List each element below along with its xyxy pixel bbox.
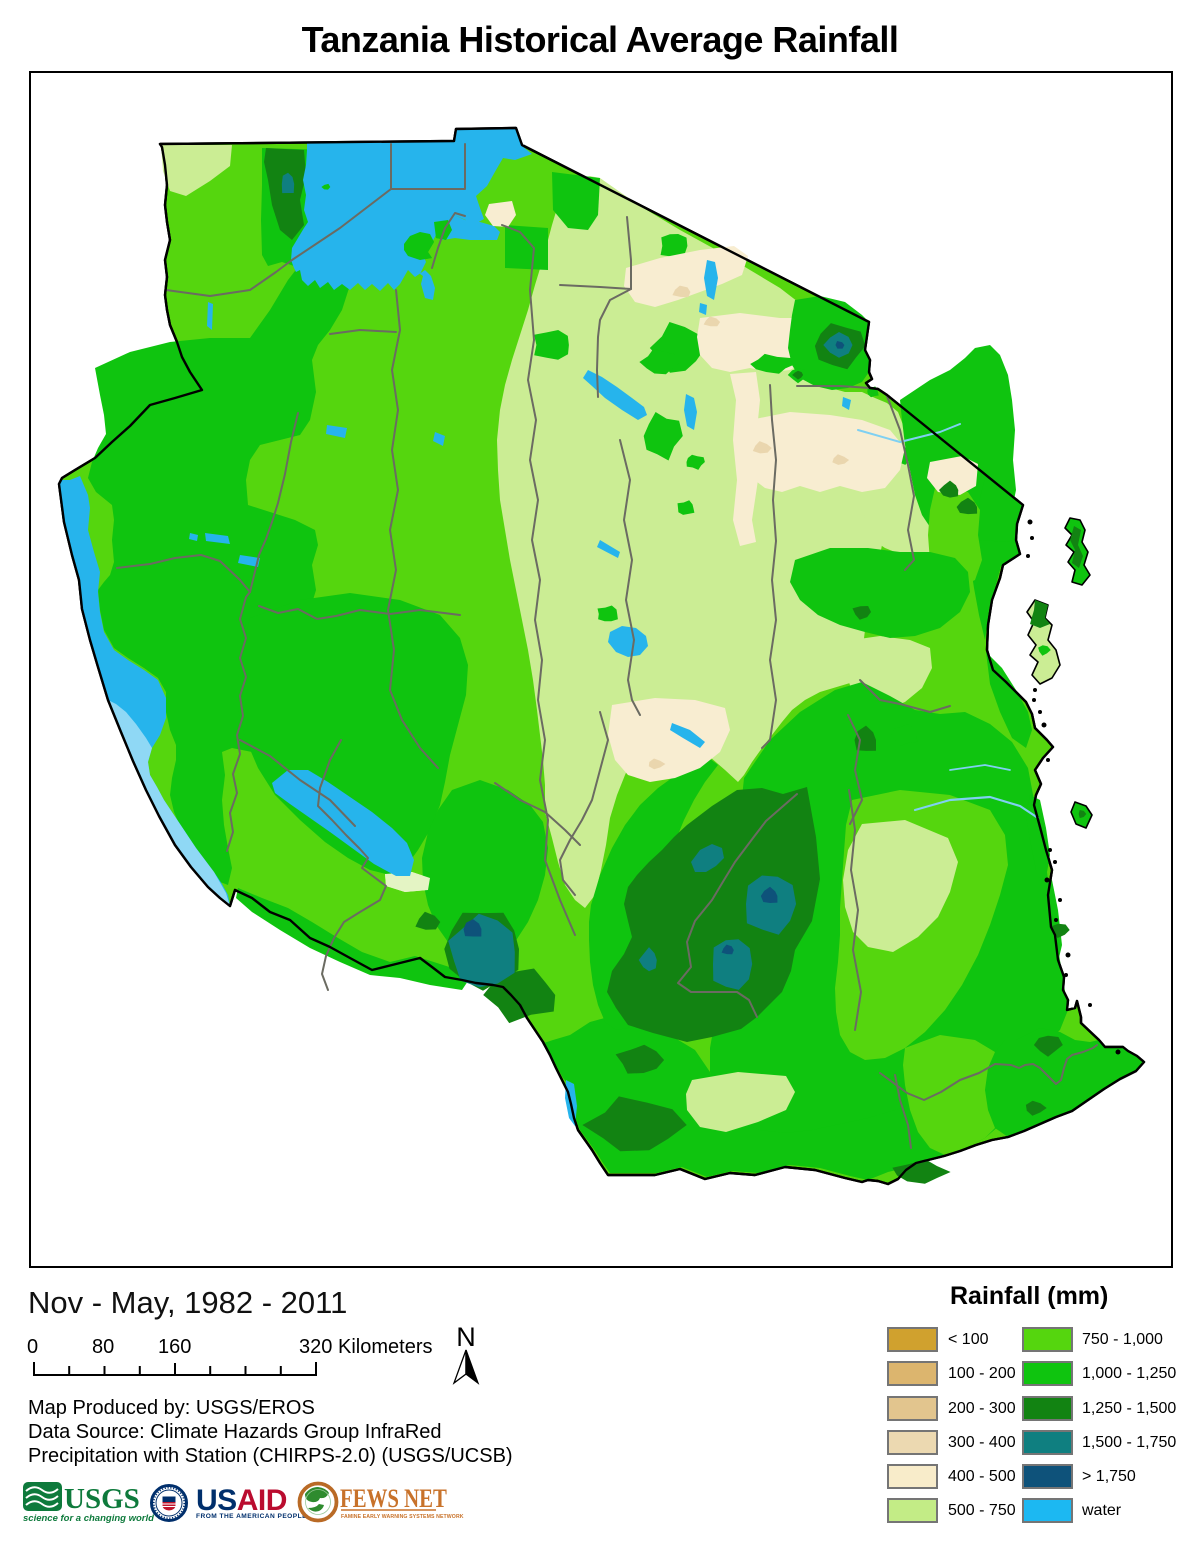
svg-text:N: N xyxy=(456,1322,476,1352)
svg-text:science for a changing world: science for a changing world xyxy=(23,1513,154,1524)
svg-text:USGS: USGS xyxy=(64,1483,140,1515)
svg-text:USAID: USAID xyxy=(196,1484,287,1517)
svg-text:FAMINE EARLY WARNING SYSTEMS N: FAMINE EARLY WARNING SYSTEMS NETWORK xyxy=(341,1514,464,1520)
svg-text:FROM THE AMERICAN PEOPLE: FROM THE AMERICAN PEOPLE xyxy=(196,1513,307,1520)
svg-text:FEWS NET: FEWS NET xyxy=(340,1485,447,1514)
